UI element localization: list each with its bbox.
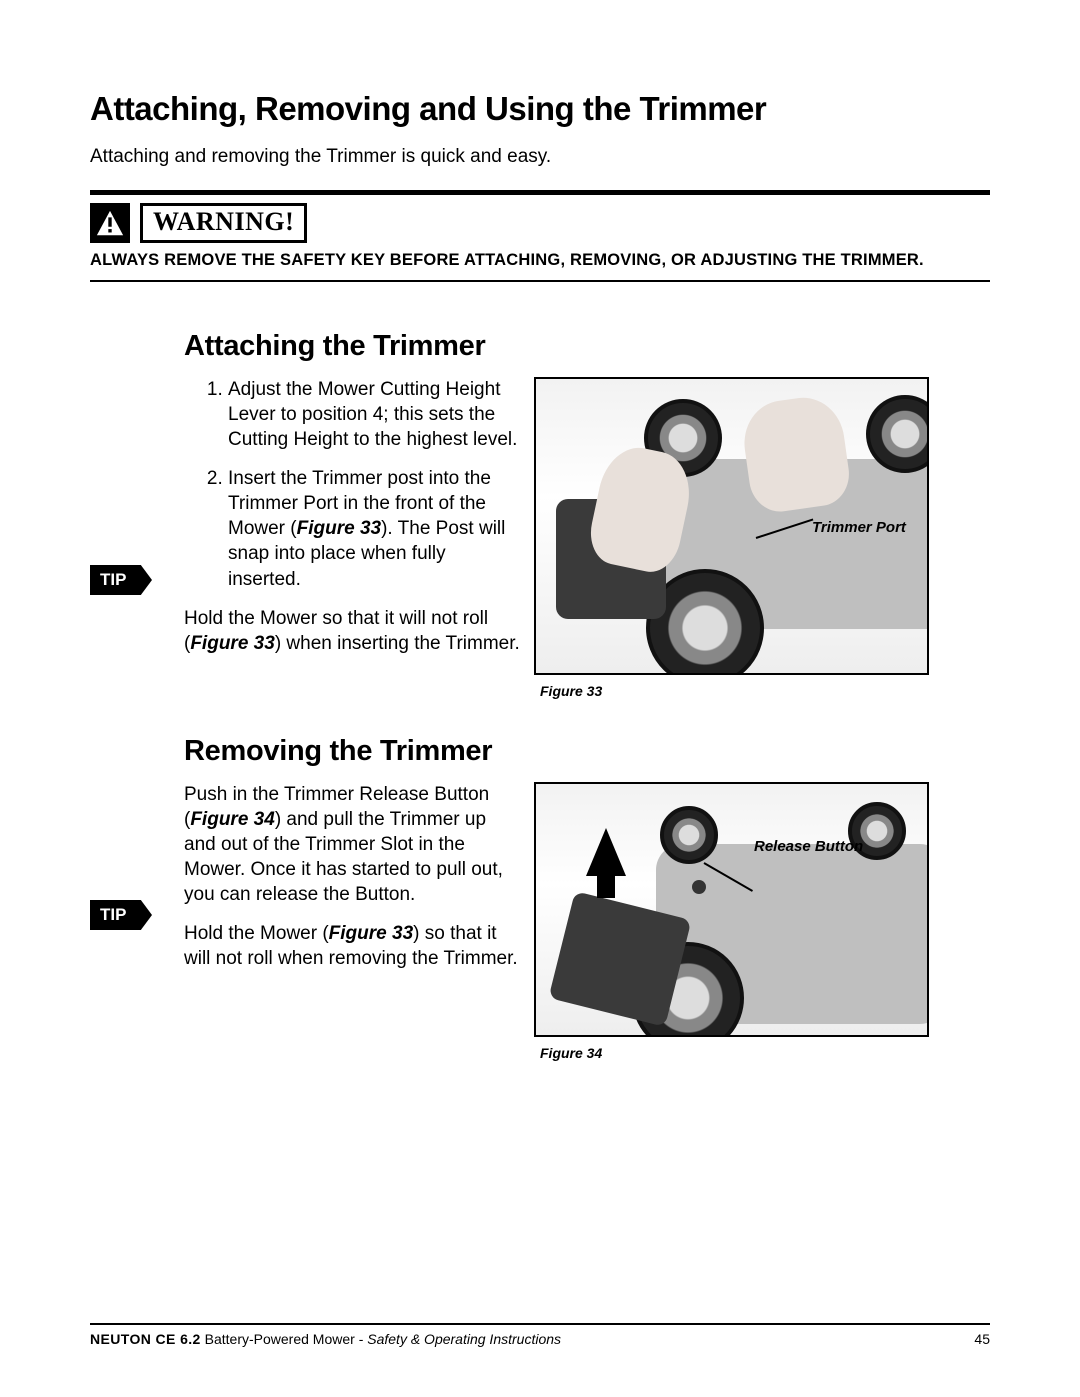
page-title: Attaching, Removing and Using the Trimme…	[90, 90, 990, 128]
footer-brand: NEUTON CE 6.2	[90, 1331, 201, 1347]
warning-icon	[90, 203, 130, 243]
callout-trimmer-port: Trimmer Port	[808, 517, 910, 538]
figure-34-caption: Figure 34	[540, 1045, 990, 1061]
divider-bottom	[90, 280, 990, 282]
figure-33: Trimmer Port	[534, 377, 929, 675]
remove-tip: Hold the Mower (Figure 33) so that it wi…	[184, 921, 520, 971]
attach-step-2: Insert the Trimmer post into the Trimmer…	[228, 466, 520, 591]
warning-header: WARNING!	[90, 203, 990, 243]
footer: NEUTON CE 6.2 Battery-Powered Mower - Sa…	[90, 1323, 990, 1347]
attach-heading: Attaching the Trimmer	[184, 330, 990, 363]
warning-label-box: WARNING!	[140, 203, 307, 243]
tip-badge-2: TIP	[90, 900, 152, 930]
remove-heading: Removing the Trimmer	[184, 735, 990, 768]
page-number: 45	[974, 1331, 990, 1347]
attach-section: Adjust the Mower Cutting Height Lever to…	[90, 377, 990, 699]
attach-tip: Hold the Mower so that it will not roll …	[184, 606, 520, 656]
callout-release-button: Release Button	[750, 836, 867, 857]
attach-step-1: Adjust the Mower Cutting Height Lever to…	[228, 377, 520, 452]
figure-34: Release Button	[534, 782, 929, 1037]
divider-top	[90, 190, 990, 195]
tip-badge: TIP	[90, 565, 152, 595]
figure-33-caption: Figure 33	[540, 683, 990, 699]
footer-rule	[90, 1323, 990, 1325]
footer-product: Battery-Powered Mower -	[201, 1331, 368, 1347]
footer-doc-type: Safety & Operating Instructions	[367, 1331, 561, 1347]
remove-para: Push in the Trimmer Release Button (Figu…	[184, 782, 520, 907]
warning-text: ALWAYS REMOVE THE SAFETY KEY BEFORE ATTA…	[90, 251, 990, 270]
warning-label: WARNING!	[153, 207, 294, 237]
intro-text: Attaching and removing the Trimmer is qu…	[90, 146, 990, 168]
remove-section: Push in the Trimmer Release Button (Figu…	[90, 782, 990, 1061]
